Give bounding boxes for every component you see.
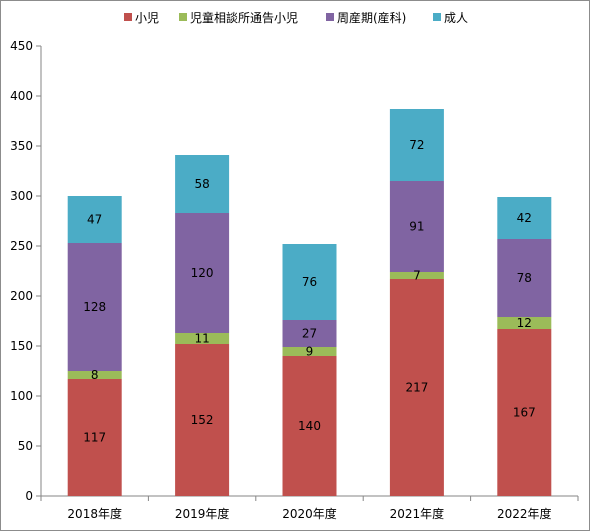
y-tick-label: 350	[10, 139, 33, 153]
bar-segment	[497, 239, 552, 317]
data-label: 152	[191, 413, 214, 427]
data-label: 128	[83, 300, 106, 314]
x-tick-label: 2018年度	[67, 506, 122, 521]
legend-label: 児童相談所通告小児	[190, 10, 298, 25]
data-labels: 117 8 128 47 152 11 120 58 140 9 27 76 217 7 91 72 167 12…	[83, 138, 536, 445]
bar-segment	[67, 196, 122, 243]
bars	[67, 109, 552, 496]
bar-segment	[497, 317, 552, 329]
legend-label: 周産期(産科)	[337, 10, 406, 25]
legend-swatch	[179, 13, 187, 21]
data-label: 58	[194, 177, 209, 191]
y-tick-label: 450	[10, 39, 33, 53]
data-label: 167	[513, 406, 536, 420]
y-tick-label: 300	[10, 189, 33, 203]
data-label: 91	[409, 220, 424, 234]
y-tick-label: 50	[18, 439, 33, 453]
data-label: 47	[87, 213, 102, 227]
data-label: 78	[517, 271, 532, 285]
x-tick-label: 2019年度	[175, 506, 230, 521]
bar-segment	[67, 243, 122, 371]
bar-segment	[175, 344, 230, 496]
y-tick-label: 150	[10, 339, 33, 353]
y-tick-label: 200	[10, 289, 33, 303]
bar-segment	[389, 109, 444, 181]
bar-segment	[175, 155, 230, 213]
bar-segment	[67, 371, 122, 379]
bar-segment	[175, 333, 230, 344]
y-tick-label: 400	[10, 89, 33, 103]
y-tick-label: 250	[10, 239, 33, 253]
data-label: 42	[517, 211, 532, 225]
bar-segment	[282, 347, 337, 356]
data-label: 140	[298, 419, 321, 433]
legend-label: 成人	[444, 11, 468, 25]
bar-segment	[175, 213, 230, 333]
data-label: 72	[409, 138, 424, 152]
legend-swatch	[326, 13, 334, 21]
x-tick-label: 2020年度	[282, 506, 337, 521]
legend-label: 小児	[135, 11, 159, 25]
data-label: 9	[306, 345, 314, 359]
y-tick-label: 0	[25, 489, 33, 503]
axes: 0 50 100 150 200 250 300 350 400 450 2018年度 2019年度 2…	[10, 39, 579, 521]
bar-segment	[497, 197, 552, 239]
bar-segment	[282, 356, 337, 496]
bar-segment	[282, 320, 337, 347]
bar-segment	[67, 379, 122, 496]
bar-segment	[282, 244, 337, 320]
legend: 小児 児童相談所通告小児 周産期(産科) 成人	[124, 10, 468, 25]
data-label: 120	[191, 266, 214, 280]
y-tick-label: 100	[10, 389, 33, 403]
data-label: 7	[413, 269, 421, 283]
data-label: 12	[517, 316, 532, 330]
data-label: 8	[91, 368, 99, 382]
x-tick-label: 2021年度	[390, 506, 445, 521]
x-tick-label: 2022年度	[497, 506, 552, 521]
bar-segment	[389, 181, 444, 272]
data-label: 76	[302, 275, 317, 289]
data-label: 217	[405, 381, 428, 395]
legend-swatch	[124, 13, 132, 21]
data-label: 11	[194, 332, 209, 346]
bar-segment	[389, 272, 444, 279]
data-label: 27	[302, 327, 317, 341]
bar-segment	[497, 329, 552, 496]
bar-segment	[389, 279, 444, 496]
legend-swatch	[433, 13, 441, 21]
data-label: 117	[83, 431, 106, 445]
